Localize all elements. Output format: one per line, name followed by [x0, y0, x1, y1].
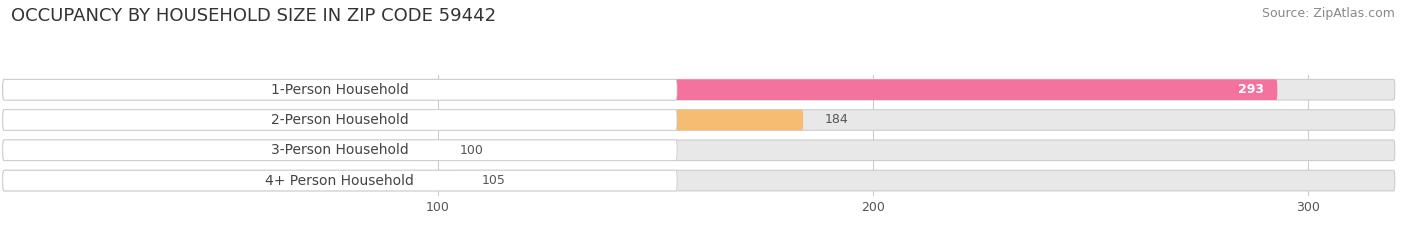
Text: 3-Person Household: 3-Person Household [271, 143, 409, 157]
FancyBboxPatch shape [3, 110, 803, 130]
FancyBboxPatch shape [3, 79, 1277, 100]
FancyBboxPatch shape [3, 140, 1395, 161]
FancyBboxPatch shape [3, 170, 678, 191]
Text: 105: 105 [481, 174, 505, 187]
FancyBboxPatch shape [3, 110, 678, 130]
FancyBboxPatch shape [3, 140, 678, 161]
Text: OCCUPANCY BY HOUSEHOLD SIZE IN ZIP CODE 59442: OCCUPANCY BY HOUSEHOLD SIZE IN ZIP CODE … [11, 7, 496, 25]
FancyBboxPatch shape [3, 79, 1395, 100]
Text: 1-Person Household: 1-Person Household [271, 83, 409, 97]
Text: 184: 184 [825, 113, 849, 127]
FancyBboxPatch shape [3, 79, 678, 100]
Text: 4+ Person Household: 4+ Person Household [266, 174, 415, 188]
Text: 100: 100 [460, 144, 484, 157]
FancyBboxPatch shape [3, 170, 460, 191]
Text: 293: 293 [1239, 83, 1264, 96]
FancyBboxPatch shape [3, 140, 437, 161]
Text: Source: ZipAtlas.com: Source: ZipAtlas.com [1261, 7, 1395, 20]
FancyBboxPatch shape [3, 110, 1395, 130]
Text: 2-Person Household: 2-Person Household [271, 113, 409, 127]
FancyBboxPatch shape [3, 170, 1395, 191]
